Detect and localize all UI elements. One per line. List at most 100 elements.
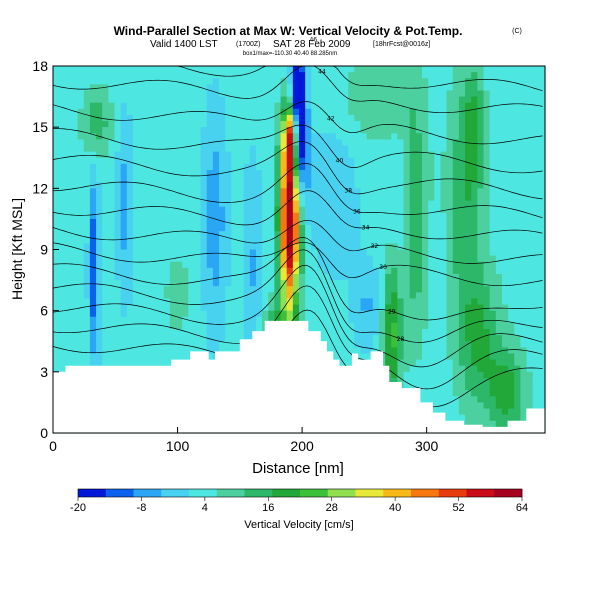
heatmap-cell	[465, 182, 472, 189]
heatmap-cell	[194, 151, 202, 159]
heatmap-cell	[440, 96, 448, 104]
heatmap-cell	[96, 237, 103, 244]
heatmap-cell	[477, 292, 485, 300]
heatmap-cell	[243, 114, 251, 122]
heatmap-cell	[446, 139, 454, 147]
heatmap-cell	[495, 206, 503, 214]
heatmap-cell	[206, 353, 214, 361]
heatmap-cell	[323, 280, 331, 287]
heatmap-cell	[157, 310, 165, 318]
heatmap-cell	[157, 133, 165, 140]
heatmap-cell	[329, 114, 337, 122]
heatmap-cell	[428, 310, 435, 318]
heatmap-cell	[354, 329, 362, 336]
heatmap-cell	[219, 102, 226, 110]
heatmap-cell	[409, 304, 417, 312]
heatmap-cell	[89, 353, 97, 361]
heatmap-cell	[532, 267, 540, 275]
heatmap-cell	[489, 163, 497, 171]
heatmap-cell	[483, 102, 491, 110]
heatmap-cell	[428, 347, 435, 355]
heatmap-cell	[206, 298, 214, 306]
heatmap-cell	[243, 157, 251, 165]
heatmap-cell	[520, 231, 528, 238]
heatmap-cell	[108, 218, 116, 226]
heatmap-cell	[495, 163, 503, 171]
heatmap-cell	[440, 255, 448, 263]
heatmap-cell	[465, 169, 472, 177]
heatmap-cell	[163, 261, 171, 269]
heatmap-cell	[428, 78, 435, 85]
heatmap-cell	[440, 84, 448, 92]
heatmap-cell	[385, 310, 392, 318]
heatmap-cell	[145, 237, 152, 244]
heatmap-cell	[378, 84, 386, 92]
heatmap-cell	[237, 163, 245, 171]
heatmap-cell	[274, 280, 282, 287]
heatmap-cell	[354, 188, 362, 196]
heatmap-cell	[342, 347, 349, 355]
heatmap-cell	[249, 212, 257, 220]
heatmap-cell	[477, 414, 485, 422]
x-axis-label: Distance [nm]	[252, 460, 344, 477]
heatmap-cell	[428, 329, 435, 336]
heatmap-cell	[65, 237, 73, 244]
heatmap-cell	[108, 267, 116, 275]
heatmap-cell	[335, 341, 343, 348]
heatmap-cell	[495, 402, 503, 410]
heatmap-cell	[397, 353, 405, 361]
heatmap-cell	[397, 157, 405, 165]
heatmap-cell	[311, 157, 319, 165]
heatmap-cell	[440, 90, 448, 98]
heatmap-cell	[83, 78, 91, 85]
heatmap-cell	[219, 261, 226, 269]
heatmap-cell	[501, 255, 509, 263]
heatmap-cell	[169, 102, 177, 110]
heatmap-cell	[501, 322, 509, 330]
heatmap-cell	[255, 90, 263, 98]
heatmap-cell	[495, 292, 503, 300]
heatmap-cell	[465, 231, 472, 238]
heatmap-cell	[157, 72, 165, 79]
heatmap-cell	[397, 78, 405, 85]
heatmap-cell	[206, 133, 214, 140]
heatmap-cell	[317, 139, 325, 147]
heatmap-cell	[126, 218, 134, 226]
heatmap-cell	[465, 420, 472, 428]
heatmap-cell	[200, 341, 208, 348]
heatmap-cell	[200, 108, 208, 116]
heatmap-cell	[342, 249, 349, 257]
heatmap-cell	[65, 188, 73, 196]
heatmap-cell	[538, 298, 546, 306]
heatmap-cell	[501, 414, 509, 422]
heatmap-cell	[108, 66, 116, 73]
heatmap-cell	[317, 96, 325, 104]
heatmap-cell	[489, 212, 497, 220]
heatmap-cell	[286, 225, 294, 232]
heatmap-cell	[139, 96, 146, 104]
heatmap-cell	[489, 114, 497, 122]
title-mark: (C)	[512, 28, 522, 35]
heatmap-cell	[323, 72, 331, 79]
heatmap-cell	[489, 402, 497, 410]
heatmap-cell	[434, 121, 442, 128]
heatmap-cell	[237, 267, 245, 275]
heatmap-cell	[434, 102, 442, 110]
heatmap-cell	[194, 145, 202, 153]
heatmap-cell	[231, 151, 239, 159]
heatmap-cell	[335, 90, 343, 98]
heatmap-cell	[157, 90, 165, 98]
heatmap-cell	[391, 151, 398, 159]
heatmap-cell	[538, 304, 546, 312]
contour-label: 29	[388, 308, 396, 315]
heatmap-cell	[89, 90, 97, 98]
heatmap-cell	[501, 365, 509, 373]
heatmap-cell	[391, 310, 398, 318]
heatmap-cell	[163, 212, 171, 220]
heatmap-cell	[329, 133, 337, 140]
heatmap-cell	[323, 335, 331, 342]
heatmap-cell	[83, 329, 91, 336]
heatmap-cell	[403, 280, 411, 287]
heatmap-cell	[501, 347, 509, 355]
heatmap-cell	[126, 127, 134, 134]
